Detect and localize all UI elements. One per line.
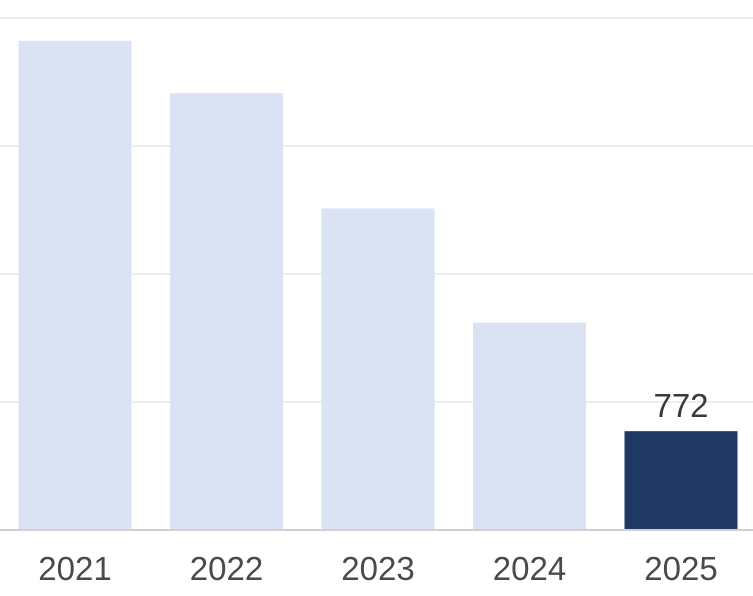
x-tick-label-2024: 2024 bbox=[493, 550, 566, 587]
bar-2023 bbox=[321, 208, 435, 531]
bar-2022 bbox=[170, 93, 283, 531]
bar-2025 bbox=[624, 431, 738, 530]
x-tick-labels: 2021 2022 2023 2024 2025 bbox=[38, 550, 717, 587]
data-labels: 772 bbox=[653, 387, 708, 424]
data-label-2025: 772 bbox=[653, 387, 708, 424]
x-tick-label-2021: 2021 bbox=[38, 550, 111, 587]
x-tick-label-2025: 2025 bbox=[644, 550, 717, 587]
bars bbox=[18, 40, 738, 531]
x-tick-label-2022: 2022 bbox=[190, 550, 263, 587]
bar-2021 bbox=[18, 40, 132, 531]
x-tick-label-2023: 2023 bbox=[341, 550, 414, 587]
bar-2024 bbox=[473, 322, 586, 530]
